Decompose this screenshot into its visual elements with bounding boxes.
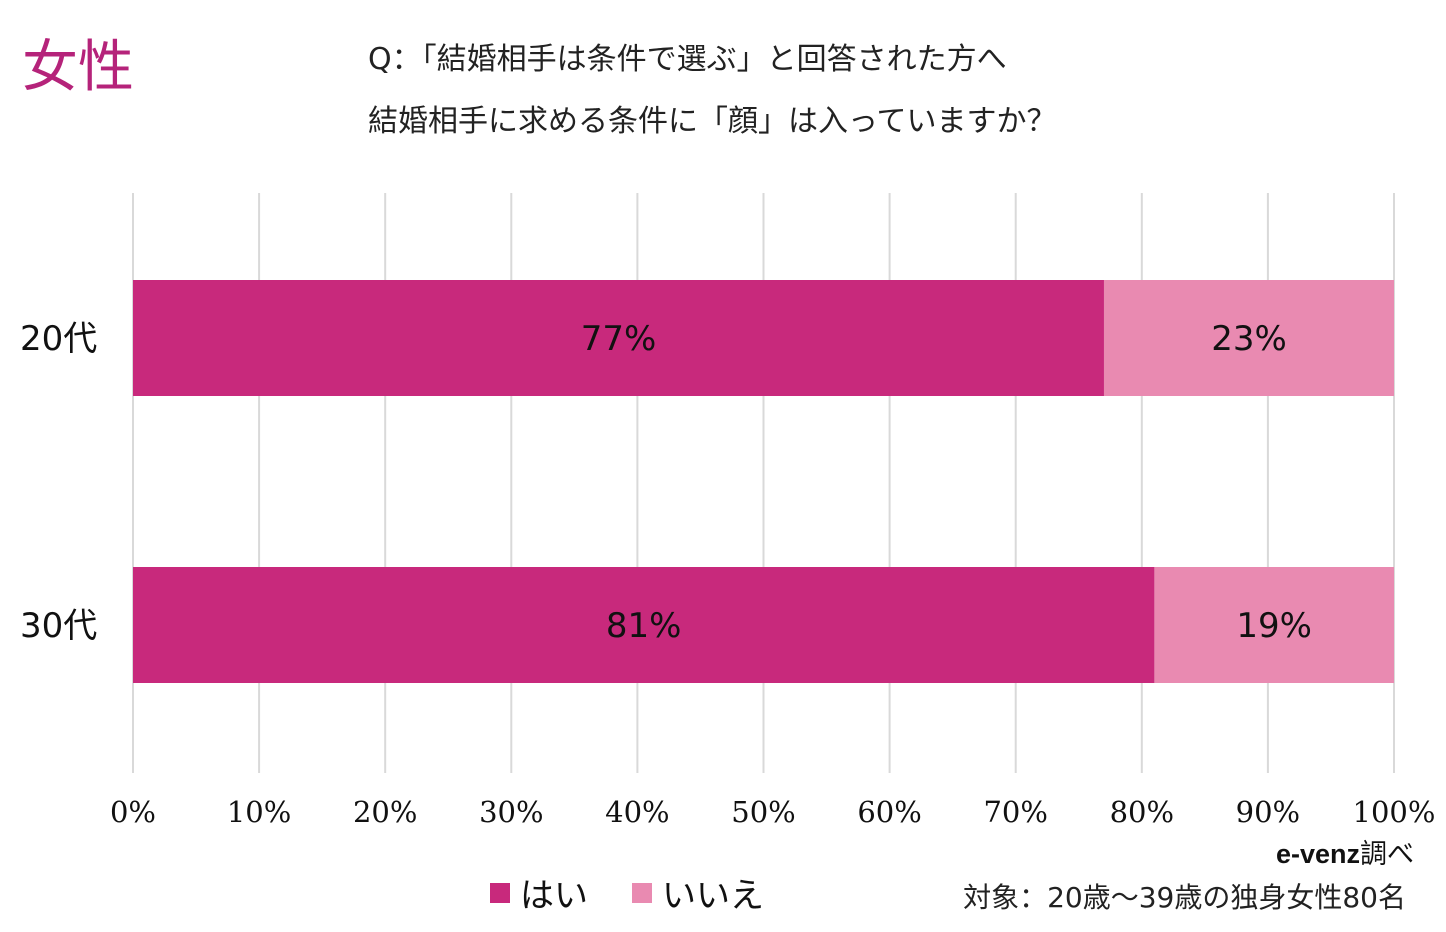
legend-swatch-yes <box>490 882 510 903</box>
bar-segment <box>133 280 1104 396</box>
x-tick-label: 20% <box>353 795 417 829</box>
legend-label-no: いいえ <box>662 876 764 916</box>
bar-segment <box>1103 280 1394 396</box>
survey-target: 対象：20歳〜39歳の独身女性80名 <box>963 881 1406 914</box>
credit-brand: e-venz <box>1275 839 1360 869</box>
legend: はい いいえ <box>490 868 808 917</box>
data-label: 77% <box>581 319 657 359</box>
data-label: 23% <box>1211 319 1287 359</box>
stacked-bar-chart: 0% 10% 20% 30% 40% 50% 60% 70% 80% 90% 100% 20代 77% 2… <box>20 193 1436 829</box>
x-tick-label: 100% <box>1353 795 1436 829</box>
question-line-2: 結婚相手に求める条件に「顔」は入っていますか？ <box>368 104 1057 139</box>
data-label: 19% <box>1236 606 1312 646</box>
category-label: 30代 <box>20 606 97 646</box>
survey-credit: e-venz調べ <box>1276 832 1414 871</box>
data-label: 81% <box>606 606 682 646</box>
x-tick-label: 80% <box>1110 795 1174 829</box>
gender-title: 女性 <box>22 35 134 100</box>
x-tick-label: 40% <box>605 795 669 829</box>
legend-item-yes: はい <box>490 868 588 917</box>
x-tick-label: 50% <box>731 795 795 829</box>
x-tick-label: 10% <box>227 795 291 829</box>
legend-swatch-no <box>632 882 652 903</box>
x-tick-label: 0% <box>110 795 156 829</box>
category-label: 20代 <box>20 319 97 359</box>
x-tick-label: 90% <box>1236 795 1300 829</box>
legend-item-no: いいえ <box>632 868 764 917</box>
x-tick-label: 60% <box>857 795 921 829</box>
x-tick-label: 30% <box>479 795 543 829</box>
question-line-1: Q：「結婚相手は条件で選ぶ」と回答された方へ <box>368 42 1007 77</box>
credit-suffix: 調べ <box>1360 839 1414 870</box>
legend-label-yes: はい <box>520 876 588 916</box>
x-tick-label: 70% <box>983 795 1047 829</box>
bar-segment <box>133 567 1155 683</box>
bar-segment <box>1154 567 1394 683</box>
